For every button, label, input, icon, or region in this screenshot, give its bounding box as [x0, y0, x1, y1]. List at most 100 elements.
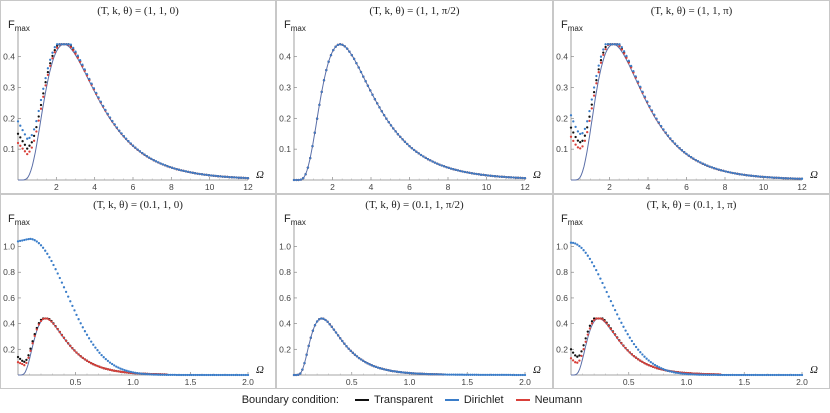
data-point-transparent [16, 132, 20, 135]
data-point-dirichlet [378, 106, 381, 109]
data-point-dirichlet [754, 175, 757, 178]
data-point-dirichlet [385, 368, 388, 372]
data-point-neumann [74, 52, 77, 55]
data-point-dirichlet [186, 373, 189, 377]
y-axis-label-sub: max [15, 24, 30, 33]
data-point-neumann [624, 347, 627, 350]
data-point-dirichlet [701, 162, 704, 165]
data-point-dirichlet [303, 361, 306, 365]
panel-3: (T, k, θ) = (1, 1, π) Fmax Ω 2 4 6 8 10 12 0.1 0.2… [553, 0, 830, 194]
data-point-transparent [588, 324, 592, 327]
data-point-dirichlet [473, 172, 476, 175]
data-point-dirichlet [152, 373, 156, 376]
data-point-transparent [584, 337, 587, 340]
data-point-transparent [23, 360, 26, 363]
data-point-dirichlet [687, 373, 690, 376]
data-point-dirichlet [242, 176, 245, 180]
data-point-dirichlet [775, 176, 778, 179]
data-point-dirichlet [167, 373, 170, 377]
data-point-dirichlet [739, 373, 743, 377]
data-point-dirichlet [473, 373, 476, 376]
data-point-neumann [83, 358, 87, 361]
data-point-dirichlet [401, 138, 404, 141]
data-point-dirichlet [639, 85, 642, 88]
data-point-dirichlet [786, 373, 789, 377]
data-point-neumann [653, 366, 657, 369]
data-point-dirichlet [140, 372, 143, 375]
data-point-dirichlet [90, 340, 93, 343]
data-point-dirichlet [297, 178, 300, 182]
x-tick-label: 10 [205, 182, 215, 192]
data-point-dirichlet [576, 130, 580, 133]
reference-curve [18, 317, 248, 376]
data-point-dirichlet [658, 366, 661, 369]
data-point-dirichlet [452, 168, 455, 171]
x-tick-label: 2 [54, 182, 59, 192]
data-point-neumann [18, 361, 22, 365]
data-point-dirichlet [680, 149, 684, 152]
data-point-neumann [605, 322, 608, 325]
data-point-dirichlet [194, 373, 197, 377]
data-point-dirichlet [496, 175, 499, 178]
data-point-dirichlet [761, 175, 764, 179]
data-point-dirichlet [52, 263, 55, 267]
data-point-dirichlet [184, 373, 187, 377]
data-point-neumann [597, 317, 600, 320]
data-point-dirichlet [69, 43, 73, 46]
x-axis-label: Ω [256, 169, 264, 181]
data-point-dirichlet [29, 237, 32, 241]
data-point-dirichlet [138, 150, 142, 153]
data-point-dirichlet [477, 373, 480, 377]
data-point-dirichlet [784, 177, 787, 180]
data-point-dirichlet [708, 373, 711, 377]
x-tick-label: 1.0 [404, 377, 416, 387]
data-point-dirichlet [750, 174, 753, 177]
data-point-dirichlet [19, 124, 22, 127]
data-point-dirichlet [58, 276, 61, 280]
x-tick-label: 4 [646, 182, 651, 192]
data-point-neumann [580, 354, 583, 358]
legend-title: Boundary condition: [241, 394, 339, 406]
data-point-dirichlet [228, 175, 231, 179]
data-point-dirichlet [769, 373, 772, 377]
data-point-neumann [51, 57, 54, 60]
data-point-dirichlet [44, 249, 47, 252]
data-point-dirichlet [718, 373, 722, 377]
data-point-dirichlet [37, 109, 40, 113]
data-point-dirichlet [389, 124, 393, 127]
data-point-dirichlet [697, 373, 701, 376]
data-point-dirichlet [676, 371, 680, 375]
data-point-neumann [613, 333, 617, 337]
panel-title: (T, k, θ) = (0.1, 1, π/2) [365, 199, 464, 211]
data-point-dirichlet [234, 373, 237, 377]
data-point-dirichlet [500, 175, 504, 178]
data-point-neumann [78, 60, 82, 64]
data-point-dirichlet [341, 43, 344, 47]
reference-curve [294, 317, 525, 376]
data-point-dirichlet [339, 43, 342, 46]
data-point-dirichlet [99, 100, 102, 103]
data-point-dirichlet [798, 177, 801, 180]
data-point-dirichlet [348, 50, 351, 53]
panel-frame [0, 194, 276, 389]
data-point-dirichlet [429, 373, 432, 376]
data-point-dirichlet [322, 79, 326, 82]
data-point-transparent [33, 333, 36, 336]
data-point-dirichlet [483, 373, 487, 377]
data-point-dirichlet [760, 373, 764, 377]
data-point-dirichlet [569, 241, 573, 244]
data-point-transparent [53, 48, 56, 52]
data-point-dirichlet [459, 169, 462, 173]
data-point-dirichlet [479, 173, 483, 176]
y-tick-label: 0.4 [556, 319, 568, 329]
data-point-neumann [618, 45, 621, 48]
data-point-dirichlet [111, 119, 114, 123]
data-point-dirichlet [800, 373, 804, 377]
y-axis-label-sub: max [568, 218, 583, 227]
data-point-neumann [601, 318, 604, 321]
x-tick-label: 2.0 [519, 377, 531, 387]
data-point-dirichlet [773, 176, 776, 179]
data-point-dirichlet [750, 373, 753, 377]
data-point-dirichlet [649, 360, 652, 364]
data-point-neumann [586, 333, 589, 336]
